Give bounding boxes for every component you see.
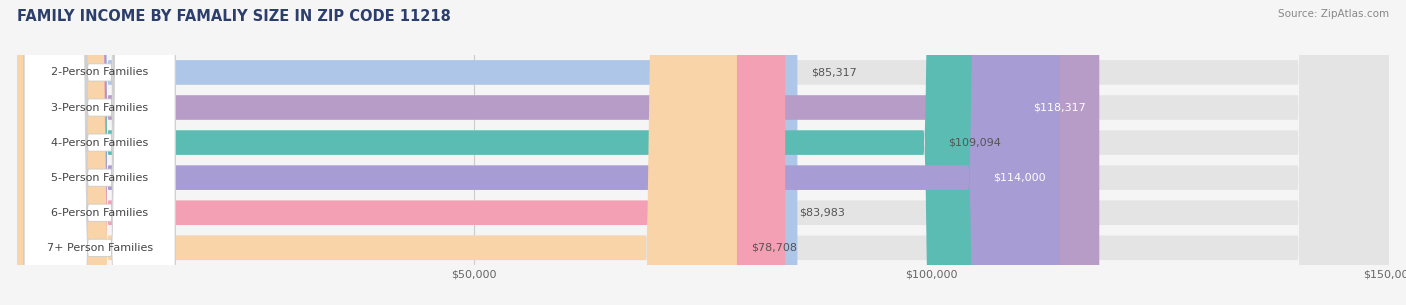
FancyBboxPatch shape xyxy=(17,0,1389,305)
FancyBboxPatch shape xyxy=(17,0,1389,305)
FancyBboxPatch shape xyxy=(24,0,176,305)
Text: Source: ZipAtlas.com: Source: ZipAtlas.com xyxy=(1278,9,1389,19)
Text: $114,000: $114,000 xyxy=(994,173,1046,183)
Text: $78,708: $78,708 xyxy=(751,243,797,253)
FancyBboxPatch shape xyxy=(24,0,176,305)
FancyBboxPatch shape xyxy=(17,0,1389,305)
FancyBboxPatch shape xyxy=(24,0,176,305)
FancyBboxPatch shape xyxy=(17,0,1015,305)
Text: 4-Person Families: 4-Person Families xyxy=(51,138,148,148)
FancyBboxPatch shape xyxy=(17,0,1060,305)
FancyBboxPatch shape xyxy=(17,0,797,305)
FancyBboxPatch shape xyxy=(24,0,176,305)
Text: 3-Person Families: 3-Person Families xyxy=(51,102,148,113)
Text: $85,317: $85,317 xyxy=(811,67,856,77)
Text: 2-Person Families: 2-Person Families xyxy=(51,67,148,77)
Text: 5-Person Families: 5-Person Families xyxy=(51,173,148,183)
FancyBboxPatch shape xyxy=(24,0,176,305)
Text: $118,317: $118,317 xyxy=(1033,102,1085,113)
FancyBboxPatch shape xyxy=(17,0,1389,305)
Text: $109,094: $109,094 xyxy=(948,138,1001,148)
Text: $83,983: $83,983 xyxy=(799,208,845,218)
FancyBboxPatch shape xyxy=(24,0,176,305)
Text: FAMILY INCOME BY FAMALIY SIZE IN ZIP CODE 11218: FAMILY INCOME BY FAMALIY SIZE IN ZIP COD… xyxy=(17,9,451,24)
FancyBboxPatch shape xyxy=(17,0,1389,305)
FancyBboxPatch shape xyxy=(17,0,1389,305)
FancyBboxPatch shape xyxy=(17,0,785,305)
FancyBboxPatch shape xyxy=(17,0,737,305)
Text: 7+ Person Families: 7+ Person Families xyxy=(46,243,153,253)
FancyBboxPatch shape xyxy=(17,0,1099,305)
Text: 6-Person Families: 6-Person Families xyxy=(51,208,148,218)
